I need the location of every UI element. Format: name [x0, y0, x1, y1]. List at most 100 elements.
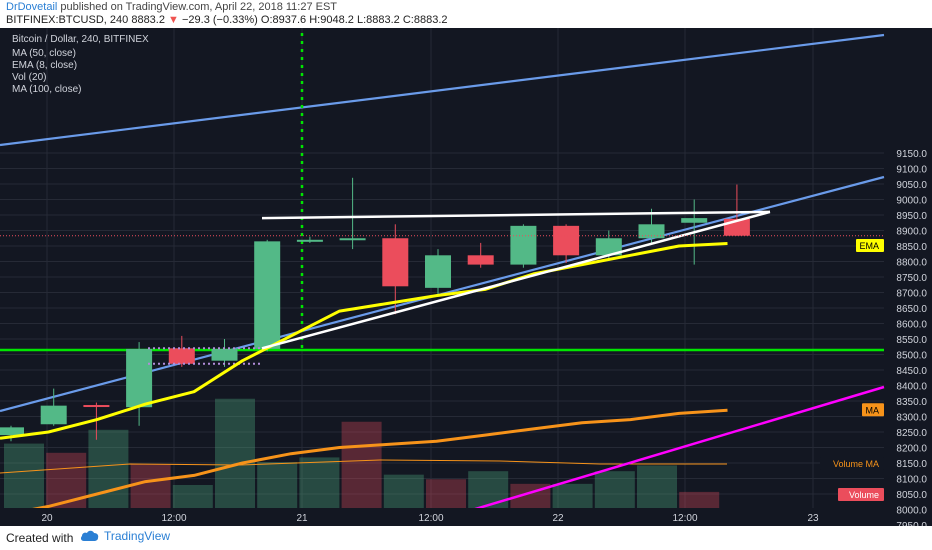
time-tick-label: 12:00 — [418, 513, 443, 524]
volume-ma-tag-box — [820, 457, 884, 470]
candle-body — [425, 255, 451, 288]
created-with-label: Created with — [6, 531, 74, 545]
gridlines — [0, 28, 884, 526]
price-tick-label: 8600.0 — [896, 320, 927, 331]
price-tick-label: 8500.0 — [896, 351, 927, 362]
legend-item: MA (50, close) — [12, 48, 76, 59]
price-tick-label: 8400.0 — [896, 382, 927, 393]
candle-body — [126, 348, 153, 408]
legend-item: MA (100, close) — [12, 84, 81, 95]
time-axis-panel — [0, 508, 884, 526]
price-tick-label: 9100.0 — [896, 165, 927, 176]
publish-info: DrDovetail published on TradingView.com,… — [6, 1, 337, 13]
price-tick-label: 8900.0 — [896, 227, 927, 238]
candle-body — [681, 218, 708, 223]
candle-body — [83, 405, 110, 408]
candle-body — [211, 348, 238, 361]
candle-body — [40, 405, 67, 425]
price-tick-label: 8200.0 — [896, 444, 927, 455]
ma-tag-box — [862, 403, 884, 417]
price-tick-label: 8750.0 — [896, 273, 927, 284]
volume-tag-box — [838, 488, 884, 501]
volume-bar — [130, 464, 171, 508]
down-arrow-icon: ▼ — [168, 14, 179, 26]
candle-body — [382, 238, 409, 287]
symbol-info: BITFINEX:BTCUSD, 240 8883.2 ▼ −29.3 (−0.… — [6, 14, 448, 26]
volume-bar — [4, 443, 44, 508]
triangle-top-line — [261, 210, 771, 220]
price-tick-label: 8650.0 — [896, 304, 927, 315]
volume-ma-tag-text: Volume MA — [833, 459, 879, 469]
high-value: H:9048.2 — [309, 14, 354, 26]
price-tick-label: 8450.0 — [896, 366, 927, 377]
price-change: −29.3 (−0.33%) — [182, 14, 258, 26]
symbol: BITFINEX:BTCUSD, 240 — [6, 14, 129, 26]
volume-bar — [552, 483, 593, 508]
time-tick-label: 12:00 — [161, 513, 186, 524]
time-tick-label: 22 — [552, 513, 564, 524]
volume-bar — [215, 398, 255, 508]
price-tick-label: 8950.0 — [896, 211, 927, 222]
price-tick-label: 8350.0 — [896, 397, 927, 408]
author-link[interactable]: DrDovetail — [6, 1, 58, 13]
volume-bar — [594, 471, 635, 508]
close-value: C:8883.2 — [402, 14, 448, 26]
time-axis-labels: 20 12:00 21 12:00 22 12:00 23 — [41, 513, 819, 524]
volume-tag: Volume — [838, 488, 884, 501]
volume-bar — [679, 491, 720, 508]
candle-body — [339, 238, 366, 241]
volume-ma-tag: Volume MA — [820, 457, 884, 470]
candle-body — [595, 238, 622, 256]
volume-bar — [426, 479, 466, 508]
legend-item: EMA (8, close) — [12, 60, 77, 71]
last-price: 8883.2 — [131, 14, 165, 26]
time-tick-label: 21 — [296, 513, 308, 524]
magenta-trend-line — [461, 385, 885, 515]
volume-bar — [468, 471, 509, 508]
price-chart[interactable]: 7950.0 8000.0 8050.0 8100.0 8150.0 8200.0 8250… — [0, 28, 932, 526]
price-axis-labels: 7950.0 8000.0 8050.0 8100.0 8150.0 8200.0 8250… — [896, 149, 927, 526]
price-tick-label: 8150.0 — [896, 459, 927, 470]
volume-tag-text: Volume — [849, 490, 879, 500]
volume-bar — [383, 474, 424, 508]
tradingview-brand[interactable]: TradingView — [80, 529, 170, 543]
price-tick-label: 8300.0 — [896, 413, 927, 424]
legend-item: Vol (20) — [12, 72, 46, 83]
volume-bar — [257, 462, 298, 508]
ma-line — [0, 408, 728, 518]
low-value: L:8883.2 — [356, 14, 400, 26]
volume-bar — [88, 429, 129, 508]
footer: Created with TradingView — [0, 526, 932, 550]
price-tick-label: 9000.0 — [896, 196, 927, 207]
cloud-icon — [80, 530, 99, 541]
price-tick-label: 8100.0 — [896, 475, 927, 486]
open-value: O:8937.6 — [260, 14, 307, 26]
channel-upper-line — [0, 33, 885, 147]
price-tick-label: 7950.0 — [896, 521, 927, 526]
volume-bar — [172, 485, 213, 508]
brand-name: TradingView — [104, 529, 171, 543]
price-tick-label: 8550.0 — [896, 335, 927, 346]
candle-body — [168, 348, 195, 364]
legend-title: Bitcoin / Dollar, 240, BITFINEX — [12, 34, 149, 45]
price-tick-label: 8050.0 — [896, 490, 927, 501]
ema-tag-box — [856, 239, 884, 252]
ma-tag: MA — [862, 403, 884, 417]
price-tick-label: 8000.0 — [896, 506, 927, 517]
triangle-bottom-line — [261, 210, 771, 350]
ema-tag: EMA — [856, 239, 884, 252]
ema-tag-text: EMA — [859, 241, 879, 251]
volume-ma-line — [0, 459, 727, 474]
candle-body — [467, 255, 494, 265]
volume-bar — [341, 421, 382, 508]
volume-bar — [637, 465, 677, 508]
candle-body — [638, 224, 665, 239]
published-text: published on TradingView.com, April 22, … — [60, 1, 338, 13]
price-tick-label: 9050.0 — [896, 180, 927, 191]
time-tick-label: 20 — [41, 513, 53, 524]
price-tick-label: 8850.0 — [896, 242, 927, 253]
ema-line — [0, 242, 728, 440]
price-axis-panel — [884, 28, 932, 526]
indicator-legend: Bitcoin / Dollar, 240, BITFINEX MA (50, c… — [12, 34, 149, 95]
ma-tag-text: MA — [866, 405, 880, 415]
